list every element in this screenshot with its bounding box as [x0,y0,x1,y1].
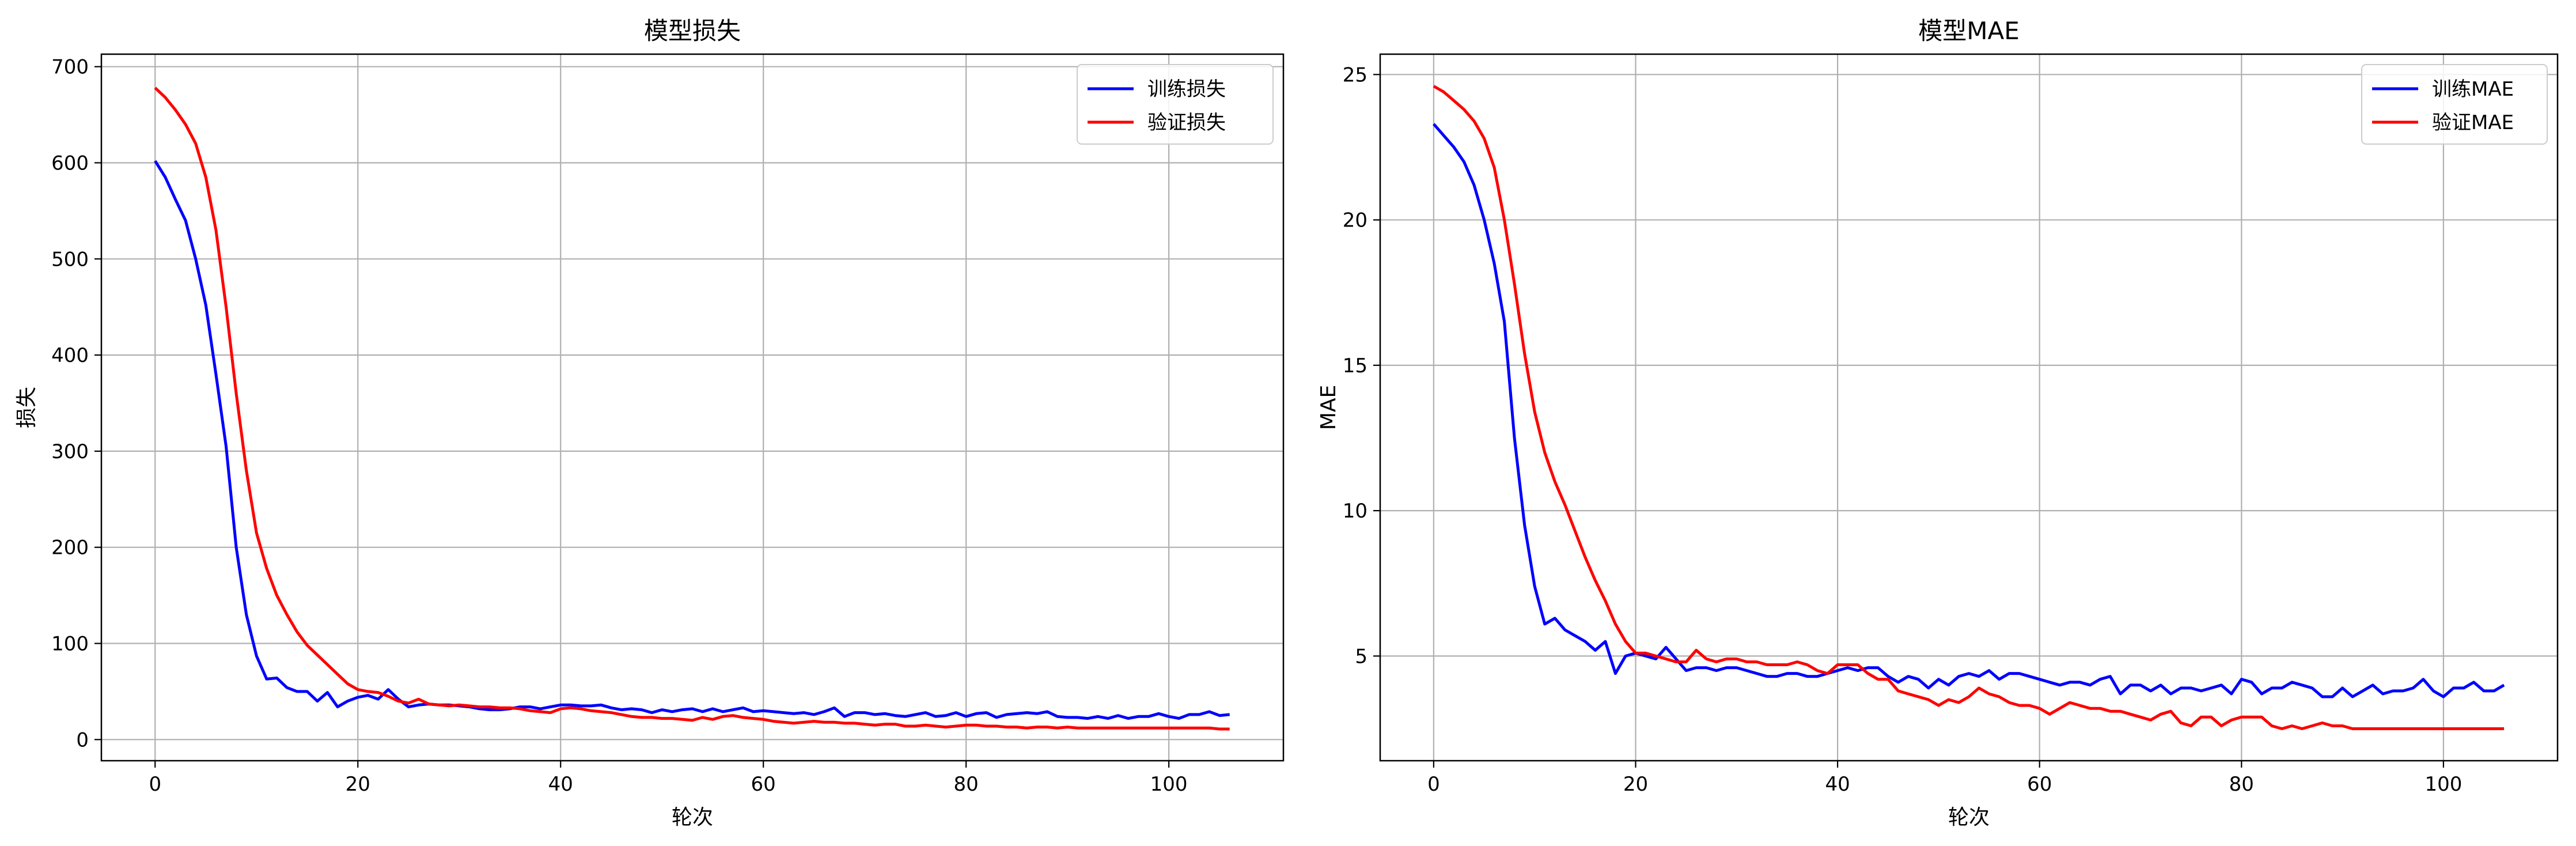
loss-x-tick-label: 100 [1150,773,1188,796]
loss-x-tick-label: 0 [149,773,161,796]
loss-axes-frame [100,53,1285,762]
mae-x-tick-label: 60 [2027,773,2052,796]
mae-x-tick-label: 80 [2229,773,2254,796]
mae-y-axis-label: MAE [1317,385,1340,430]
loss-x-ticks: 0 20 40 60 80 100 [149,761,1188,796]
loss-y-tick-label: 0 [76,728,89,751]
mae-series-line-0 [1433,123,2505,698]
mae-y-tick-label: 25 [1343,63,1367,86]
loss-lines [154,86,1230,731]
loss-series-line-0 [154,160,1230,720]
mae-legend-label-0: 训练MAE [2432,78,2514,101]
mae-x-ticks: 0 20 40 60 80 100 [1427,761,2462,796]
loss-x-tick-label: 40 [548,773,573,796]
loss-legend-label-0: 训练损失 [1147,78,1226,101]
loss-chart-title: 模型损失 [644,17,741,45]
mae-series-line-1 [1433,85,2505,730]
mae-x-tick-label: 40 [1825,773,1850,796]
mae-y-tick-label: 20 [1343,209,1367,232]
mae-legend-label-1: 验证MAE [2432,111,2514,134]
mae-y-tick-label: 10 [1343,500,1367,523]
mae-legend: 训练MAE 验证MAE [2361,64,2548,145]
loss-y-tick-label: 600 [51,152,89,175]
mae-y-ticks: 5 10 15 20 25 [1343,63,1380,668]
mae-x-axis-label: 轮次 [1948,806,1990,829]
loss-y-ticks: 0 100 200 300 400 500 600 700 [51,56,101,751]
loss-legend-label-1: 验证损失 [1147,111,1226,134]
loss-y-tick-label: 200 [51,537,89,560]
mae-x-tick-label: 20 [1623,773,1648,796]
loss-series-line-1 [154,86,1230,731]
loss-x-axis-label: 轮次 [672,806,713,829]
loss-y-axis-label: 损失 [15,387,39,428]
loss-y-tick-label: 300 [51,440,89,463]
loss-y-tick-label: 100 [51,633,89,656]
loss-y-tick-label: 400 [51,344,89,367]
mae-x-tick-label: 100 [2425,773,2462,796]
mae-y-tick-label: 15 [1343,354,1367,377]
loss-x-tick-label: 80 [954,773,979,796]
mae-x-tick-label: 0 [1427,773,1440,796]
mae-axes-frame [1379,53,2559,762]
mae-chart-panel: 0 20 40 60 80 100 5 10 15 20 25 模型MAE 轮次 MAE 训练MA… [1317,17,2559,829]
loss-y-tick-label: 700 [51,56,89,79]
loss-y-tick-label: 500 [51,248,89,271]
mae-grid [1380,54,2558,761]
loss-x-tick-label: 20 [346,773,370,796]
mae-lines [1433,85,2505,730]
loss-chart-panel: 0 20 40 60 80 100 0 100 200 300 400 500 600 700 模型损失… [15,17,1285,829]
mae-chart-title: 模型MAE [1918,17,2020,45]
loss-x-tick-label: 60 [751,773,776,796]
mae-y-tick-label: 5 [1355,645,1367,668]
mae-legend-box [2361,64,2548,145]
loss-legend-box [1077,64,1274,145]
